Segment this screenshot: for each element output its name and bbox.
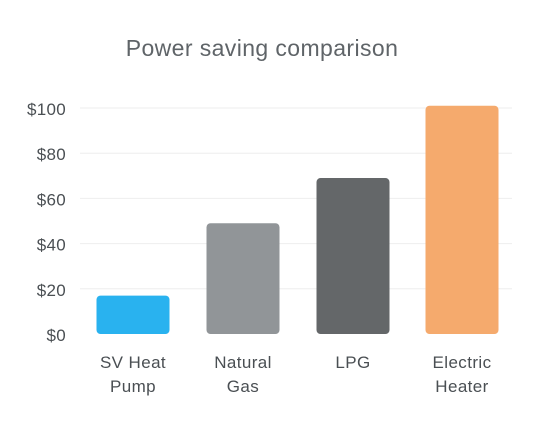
y-tick-label: $0 <box>46 326 66 345</box>
x-axis-labels: SV Heat Pump Natural Gas LPG Electric Heater <box>100 353 492 396</box>
x-tick-label: LPG <box>335 353 370 372</box>
x-tick-label: Electric Heater <box>433 353 492 396</box>
bar <box>425 105 499 335</box>
y-tick-label: $80 <box>37 145 66 164</box>
bar <box>316 178 390 334</box>
x-tick-label: SV Heat Pump <box>100 353 166 396</box>
y-tick-label: $40 <box>37 236 66 255</box>
chart-title: Power saving comparison <box>126 35 399 61</box>
bar <box>96 295 170 334</box>
bar <box>206 223 280 334</box>
y-tick-label: $20 <box>37 281 66 300</box>
bars <box>96 105 499 335</box>
y-tick-label: $60 <box>37 190 66 209</box>
x-tick-label: Natural Gas <box>214 353 272 396</box>
y-axis-ticks: $0 $20 $40 $60 $80 $100 <box>27 100 66 345</box>
y-tick-label: $100 <box>27 100 66 119</box>
